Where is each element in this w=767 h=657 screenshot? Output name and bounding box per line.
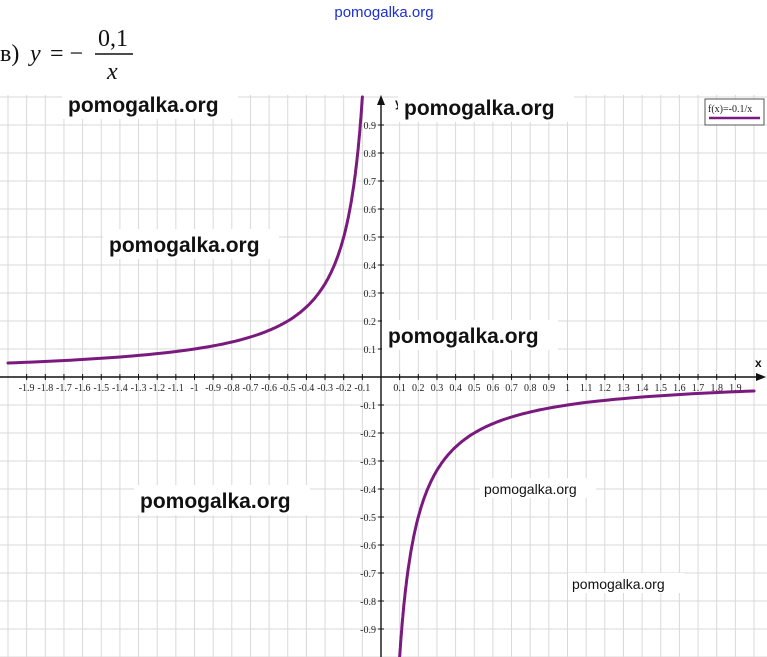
y-tick-label: 0.5 [364, 233, 377, 244]
watermark-5: pomogalka.org [140, 490, 291, 513]
watermark-bg [480, 478, 596, 498]
x-tick-label: 1 [565, 383, 570, 394]
formula-denominator: x [106, 59, 118, 85]
curve-branch-negative-x [6, 95, 364, 365]
x-tick-label: -0.9 [205, 383, 221, 394]
y-tick-label: -0.8 [360, 597, 376, 608]
y-tick-label: 0.2 [364, 317, 377, 328]
watermark-bg [62, 89, 238, 119]
x-tick-label: -1.9 [19, 383, 35, 394]
top-watermark: pomogalka.org [334, 4, 433, 21]
y-tick-label: -0.2 [360, 429, 376, 440]
x-tick-label: -1.1 [168, 383, 184, 394]
x-tick-label: -0.5 [280, 383, 296, 394]
watermark-3: pomogalka.org [109, 234, 260, 257]
x-tick-label: -1.3 [131, 383, 147, 394]
x-tick-label: 0.6 [487, 383, 500, 394]
watermark-1: pomogalka.org [68, 94, 219, 117]
x-tick-label: 1.9 [729, 383, 742, 394]
watermark-bg [398, 92, 574, 122]
watermark-6: pomogalka.org [484, 481, 577, 497]
x-tick-label: 1.1 [580, 383, 593, 394]
y-tick-label: 0.8 [364, 149, 377, 160]
x-axis-arrow [756, 373, 766, 381]
x-tick-label: -0.1 [354, 383, 370, 394]
problem-prefix: в) [0, 41, 19, 67]
formula-equals: = − [50, 41, 83, 67]
x-tick-label: -1.5 [93, 383, 109, 394]
x-tick-label: 1.3 [617, 383, 630, 394]
x-tick-label: 0.7 [505, 383, 518, 394]
x-tick-label: -1.2 [149, 383, 165, 394]
x-tick-label: -1 [190, 383, 198, 394]
x-tick-label: 0.5 [468, 383, 481, 394]
y-tick-label: -0.7 [360, 569, 376, 580]
x-tick-label: 1.2 [599, 383, 612, 394]
x-tick-label: -0.6 [261, 383, 277, 394]
watermark-bg [568, 573, 684, 593]
watermark-bg [103, 229, 279, 259]
x-tick-label: 0.1 [393, 383, 406, 394]
x-tick-label: 1.5 [655, 383, 668, 394]
x-tick-label: 1.8 [710, 383, 723, 394]
x-tick-label: -0.4 [298, 383, 314, 394]
y-tick-label: -0.9 [360, 625, 376, 636]
y-tick-label: 0.6 [364, 205, 377, 216]
x-tick-label: 0.8 [524, 383, 537, 394]
x-tick-label: -1.6 [75, 383, 91, 394]
x-tick-label: 0.3 [431, 383, 444, 394]
watermark-bg [382, 320, 558, 350]
watermarks: pomogalka.org pomogalka.org pomogalka.or… [62, 89, 684, 593]
x-tick-label: -0.7 [243, 383, 259, 394]
y-tick-label: 0.1 [364, 345, 377, 356]
x-tick-label: 1.6 [673, 383, 686, 394]
x-tick-label: 0.4 [449, 383, 462, 394]
curve-layer [6, 95, 756, 657]
tick-labels: -1.9 -1.8 -1.7 -1.6 -1.5 -1.4 -1.3 -1.2 -1.1 -1 -0… [19, 121, 742, 636]
y-tick-label: 0.4 [364, 261, 377, 272]
y-tick-label: -0.1 [360, 401, 376, 412]
x-tick-label: -0.8 [224, 383, 240, 394]
watermark-4: pomogalka.org [388, 325, 539, 348]
legend: f(x)=-0.1/x [704, 98, 765, 126]
x-tick-label: -1.8 [37, 383, 53, 394]
x-tick-label: -0.2 [336, 383, 352, 394]
x-tick-label: 0.2 [412, 383, 425, 394]
watermark-bg [134, 485, 310, 515]
x-tick-label: -1.4 [112, 383, 128, 394]
y-tick-label: -0.3 [360, 457, 376, 468]
x-tick-label: 1.4 [636, 383, 649, 394]
x-tick-label: 0.9 [543, 383, 556, 394]
x-axis-label: x [755, 356, 762, 370]
x-tick-label: -0.3 [317, 383, 333, 394]
y-tick-label: 0.3 [364, 289, 377, 300]
watermark-2: pomogalka.org [404, 97, 555, 120]
y-tick-label: 0.9 [364, 121, 377, 132]
y-tick-label: -0.6 [360, 541, 376, 552]
watermark-7: pomogalka.org [572, 576, 665, 592]
curve-branch-positive-x [398, 389, 756, 657]
y-tick-label: -0.5 [360, 513, 376, 524]
legend-label: f(x)=-0.1/x [708, 104, 752, 115]
y-tick-label: -0.4 [360, 485, 376, 496]
y-axis-arrow [377, 95, 385, 105]
x-tick-label: -1.7 [56, 383, 72, 394]
y-tick-label: 0.7 [364, 177, 377, 188]
x-tick-label: 1.7 [692, 383, 705, 394]
legend-box [704, 98, 765, 126]
formula-numerator: 0,1 [98, 26, 128, 52]
formula-lhs: y [28, 41, 41, 67]
problem-heading: в) y = − 0,1 x [0, 26, 133, 85]
